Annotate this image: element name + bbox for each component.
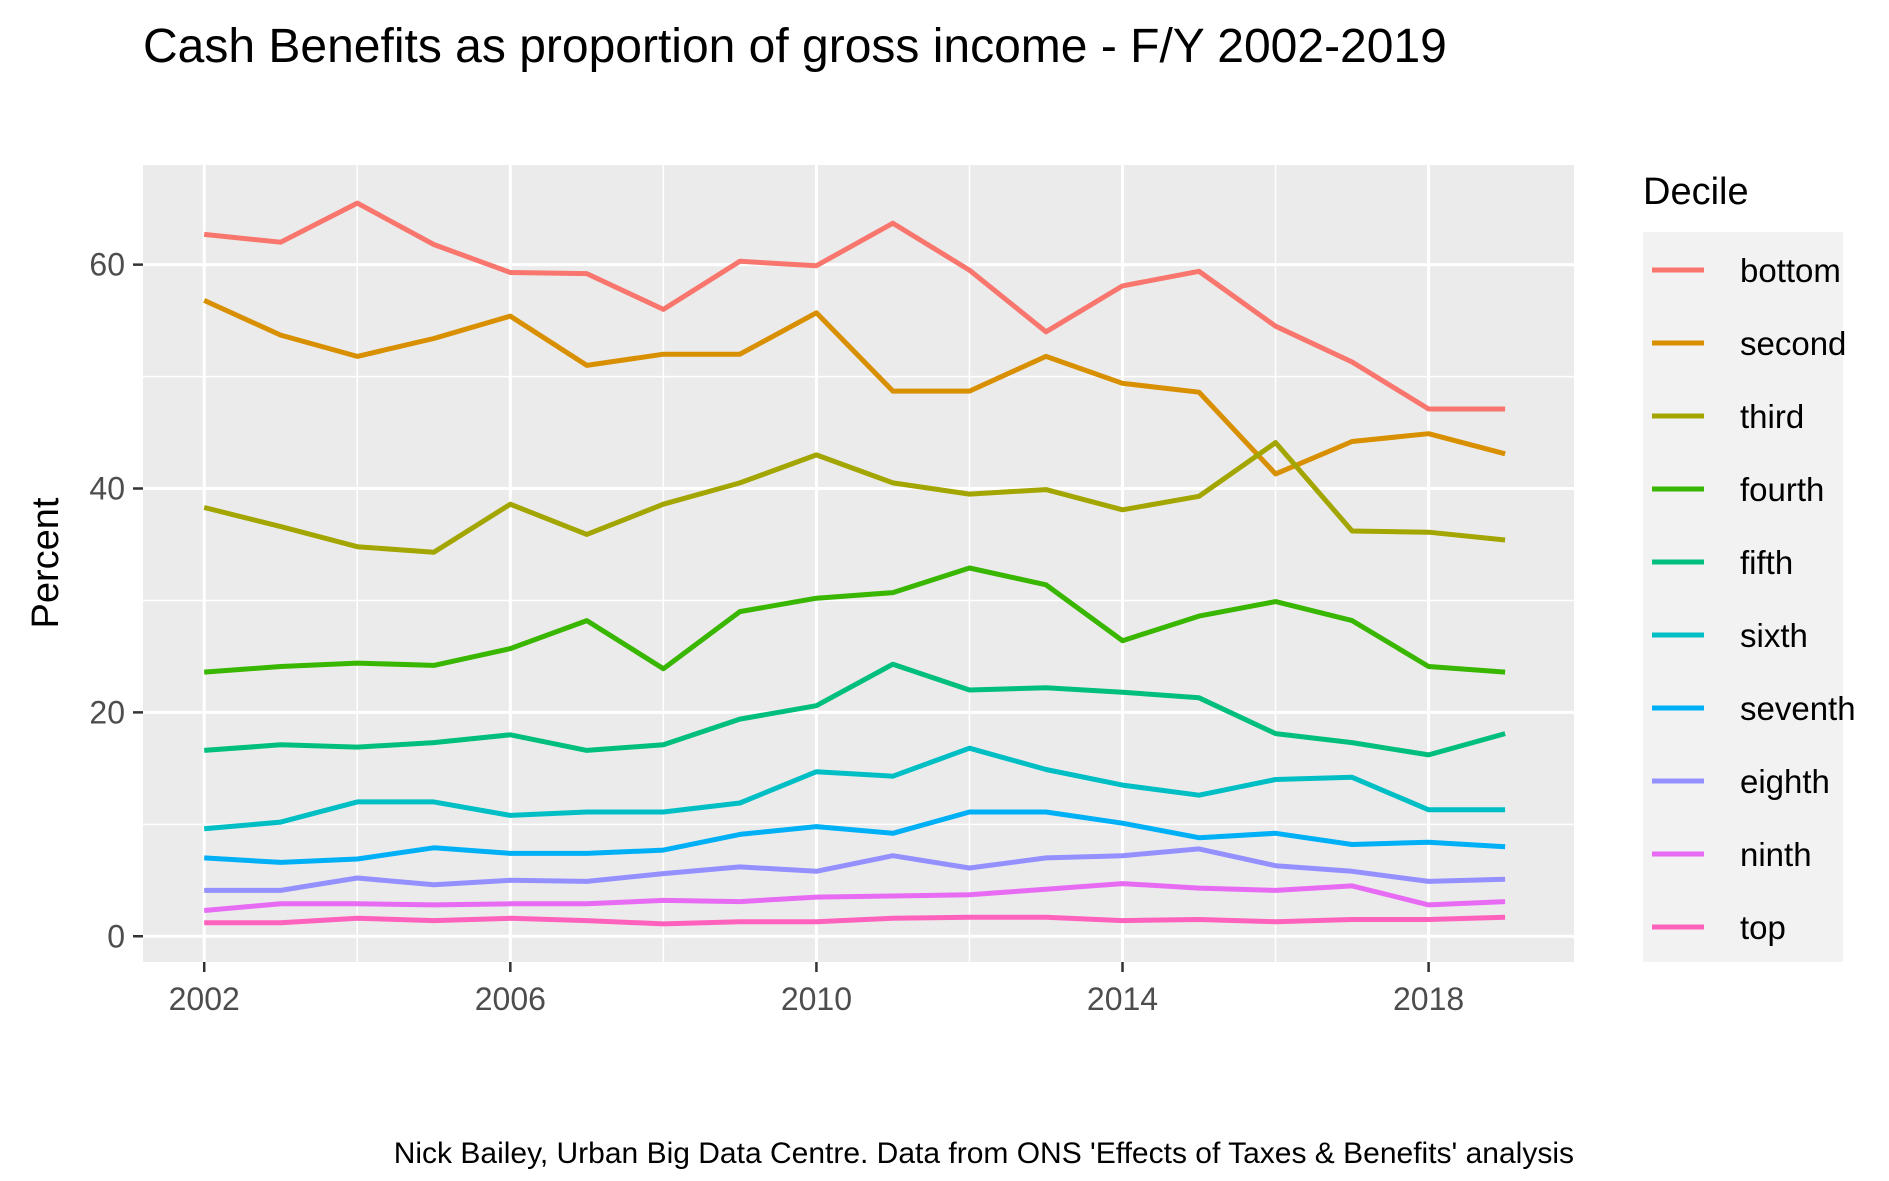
tick-labels: 2002 2006 2010 2014 2018 0 20 40 60: [89, 247, 1464, 1017]
legend-label-eighth: eighth: [1740, 763, 1830, 800]
legend-label-fifth: fifth: [1740, 544, 1793, 581]
series-line-second: [203, 298, 1506, 477]
x-tick-label: 2002: [169, 981, 240, 1017]
chart-title: Cash Benefits as proportion of gross inc…: [143, 20, 1447, 73]
y-tick-label: 40: [89, 471, 125, 507]
legend-key-background: [1643, 232, 1843, 962]
y-tick-label: 20: [89, 694, 125, 730]
legend-item-sixth: sixth: [1652, 617, 1808, 654]
legend-label-sixth: sixth: [1740, 617, 1808, 654]
legend-label-second: second: [1740, 325, 1846, 362]
legend-label-ninth: ninth: [1740, 836, 1812, 873]
series-line-ninth: [203, 881, 1506, 913]
legend-title: Decile: [1643, 171, 1749, 213]
legend-item-third: third: [1652, 398, 1804, 435]
series-lines: [203, 200, 1506, 927]
legend-item-fifth: fifth: [1652, 544, 1793, 581]
series-line-fourth: [204, 565, 1506, 675]
legend-label-bottom: bottom: [1740, 252, 1841, 289]
legend-item-seventh: seventh: [1652, 690, 1856, 727]
legend: Decile bottom second third fourth fifth sixth…: [1643, 171, 1856, 962]
legend-label-top: top: [1740, 909, 1786, 946]
legend-item-top: top: [1652, 909, 1786, 946]
x-tick-label: 2018: [1393, 981, 1464, 1017]
series-line-top: [204, 914, 1506, 927]
legend-label-third: third: [1740, 398, 1804, 435]
series-line-third: [203, 440, 1506, 555]
legend-item-ninth: ninth: [1652, 836, 1812, 873]
y-tick-label: 60: [89, 247, 125, 283]
legend-item-eighth: eighth: [1652, 763, 1830, 800]
y-axis-title: Percent: [25, 497, 67, 628]
x-tick-label: 2006: [475, 981, 546, 1017]
axis-ticks: [133, 263, 1430, 972]
grid-lines: [143, 165, 1574, 962]
series-line-eighth: [204, 846, 1506, 893]
series-line-bottom: [203, 200, 1506, 412]
x-tick-label: 2014: [1087, 981, 1158, 1017]
chart-caption: Nick Bailey, Urban Big Data Centre. Data…: [394, 1137, 1574, 1170]
x-tick-label: 2010: [781, 981, 852, 1017]
legend-item-second: second: [1652, 325, 1846, 362]
legend-label-seventh: seventh: [1740, 690, 1856, 727]
y-tick-label: 0: [107, 918, 125, 954]
legend-item-fourth: fourth: [1652, 471, 1824, 508]
series-line-fifth: [204, 661, 1506, 758]
legend-label-fourth: fourth: [1740, 471, 1824, 508]
series-line-sixth: [203, 745, 1506, 832]
legend-item-bottom: bottom: [1652, 252, 1841, 289]
series-line-seventh: [204, 809, 1506, 865]
